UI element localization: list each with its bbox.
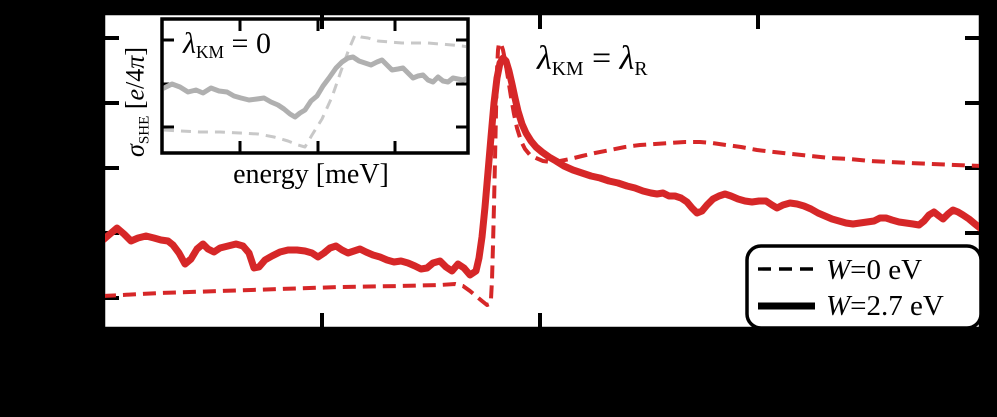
main-curve-solid-W27 bbox=[105, 54, 979, 279]
legend bbox=[745, 244, 983, 330]
lambda-symbol: λ bbox=[183, 27, 196, 60]
inset-annotation: λKM = 0 bbox=[183, 27, 271, 63]
inset-y-axis-label: σSHE [e/4π] bbox=[120, 47, 153, 157]
inset-x-axis-label: energy [meV] bbox=[233, 159, 389, 190]
inset-curve-solid bbox=[164, 54, 466, 120]
inset-curve-dashed bbox=[164, 33, 466, 149]
lambda-symbol: λ bbox=[619, 40, 635, 77]
lambda-symbol: λ bbox=[537, 40, 552, 77]
legend-entry-W0: W=0 eV bbox=[826, 254, 923, 286]
main-annotation: λKM = λR bbox=[537, 40, 648, 80]
legend-entry-W27: W=2.7 eV bbox=[826, 290, 944, 322]
main-curve-dashed-W0 bbox=[105, 41, 979, 307]
